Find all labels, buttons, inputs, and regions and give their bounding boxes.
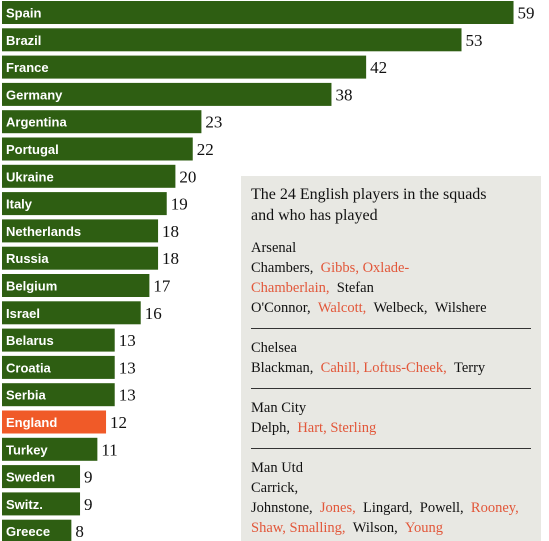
player-not-played: Wilson, [352, 520, 398, 536]
category-label-brazil: Brazil [6, 33, 41, 48]
club-divider [251, 388, 531, 389]
category-label-croatia: Croatia [6, 360, 52, 375]
club-name: Arsenal [251, 240, 297, 256]
club-block: Man City Delph, Hart, Sterling [251, 398, 531, 438]
category-label-turkey: Turkey [6, 442, 48, 457]
category-label-italy: Italy [6, 197, 33, 212]
panel-title: The 24 English players in the squads and… [251, 186, 487, 224]
value-label-serbia: 13 [119, 386, 136, 405]
player-not-played: Lingard, [362, 500, 413, 516]
club-name: Man Utd [251, 460, 303, 476]
category-label-belgium: Belgium [6, 279, 57, 294]
bar-belgium [2, 274, 150, 297]
value-label-spain: 59 [518, 4, 535, 23]
value-label-israel: 16 [145, 304, 162, 323]
category-label-greece: Greece [6, 524, 50, 539]
category-label-switz: Switz. [6, 497, 43, 512]
value-label-croatia: 13 [119, 358, 136, 377]
club-list: Arsenal Chambers, Gibbs, Oxlade-Chamberla… [251, 238, 531, 538]
category-label-ukraine: Ukraine [6, 169, 54, 184]
club-divider [251, 448, 531, 449]
player-played: Gibbs, Oxlade-Chamberlain, [251, 260, 410, 296]
player-played: Young [404, 520, 443, 536]
category-label-russia: Russia [6, 251, 49, 266]
category-label-england: England [6, 415, 57, 430]
value-label-argentina: 23 [205, 113, 222, 132]
club-block: Chelsea Blackman, Cahill, Loftus-Cheek, T… [251, 338, 531, 378]
value-label-england: 12 [110, 413, 127, 432]
club-block: Arsenal Chambers, Gibbs, Oxlade-Chamberla… [251, 238, 531, 318]
category-label-germany: Germany [6, 87, 63, 102]
player-played: Walcott, [317, 300, 367, 316]
bar-serbia [2, 383, 115, 407]
category-label-argentina: Argentina [6, 115, 67, 130]
player-not-played: Wilshere [434, 300, 487, 316]
player-played: Rooney, Shaw, Smalling, [251, 500, 519, 536]
player-not-played: Carrick, Johnstone, [251, 480, 313, 516]
value-label-sweden: 9 [84, 468, 93, 487]
category-label-portugal: Portugal [6, 142, 59, 157]
bar-turkey [2, 437, 98, 461]
value-label-greece: 8 [75, 522, 84, 541]
value-label-netherlands: 18 [162, 222, 179, 241]
value-label-portugal: 22 [197, 140, 214, 159]
category-label-serbia: Serbia [6, 388, 47, 403]
bar-russia [2, 246, 159, 270]
club-name: Man City [251, 400, 307, 416]
value-label-belarus: 13 [119, 331, 136, 350]
value-label-germany: 38 [335, 85, 352, 104]
bar-portugal [2, 137, 193, 161]
player-played: Jones, [319, 500, 356, 516]
player-not-played: Blackman, [251, 360, 314, 376]
bar-brazil [2, 28, 462, 52]
category-label-spain: Spain [6, 6, 41, 21]
category-label-france: France [6, 60, 49, 75]
bar-italy [2, 192, 167, 216]
bar-netherlands [2, 219, 159, 243]
value-label-turkey: 11 [101, 440, 117, 459]
player-not-played: Delph, [251, 420, 291, 436]
bar-sweden [2, 465, 81, 489]
value-label-france: 42 [370, 58, 387, 77]
player-played: Hart, Sterling [297, 420, 377, 436]
bar-croatia [2, 355, 115, 379]
club-name: Chelsea [251, 340, 297, 356]
value-label-ukraine: 20 [179, 167, 196, 186]
player-not-played: Powell, [419, 500, 464, 516]
bar-spain [2, 1, 514, 24]
club-block: Man Utd Carrick, Johnstone, Jones, Lingar… [251, 458, 531, 538]
player-not-played: Chambers, [251, 260, 314, 276]
category-label-sweden: Sweden [6, 470, 55, 485]
value-label-brazil: 53 [466, 31, 483, 50]
category-label-israel: Israel [6, 306, 40, 321]
bar-switz [2, 492, 81, 516]
bar-israel [2, 301, 141, 325]
bar-england [2, 410, 107, 434]
value-label-italy: 19 [171, 195, 188, 214]
bar-argentina [2, 110, 202, 134]
category-label-belarus: Belarus [6, 333, 54, 348]
value-label-belgium: 17 [153, 277, 171, 296]
bar-belarus [2, 328, 115, 352]
club-divider [251, 328, 531, 329]
player-not-played: Terry [453, 360, 486, 376]
category-label-netherlands: Netherlands [6, 224, 81, 239]
value-label-russia: 18 [162, 249, 179, 268]
player-played: Cahill, Loftus-Cheek, [320, 360, 447, 376]
bar-germany [2, 82, 332, 106]
bar-ukraine [2, 164, 176, 188]
bar-france [2, 55, 367, 79]
player-not-played: Stefan O'Connor, [251, 280, 374, 316]
value-label-switz: 9 [84, 495, 93, 514]
bar-greece [2, 519, 72, 541]
english-players-panel: The 24 English players in the squads and… [241, 176, 541, 541]
player-not-played: Welbeck, [373, 300, 428, 316]
